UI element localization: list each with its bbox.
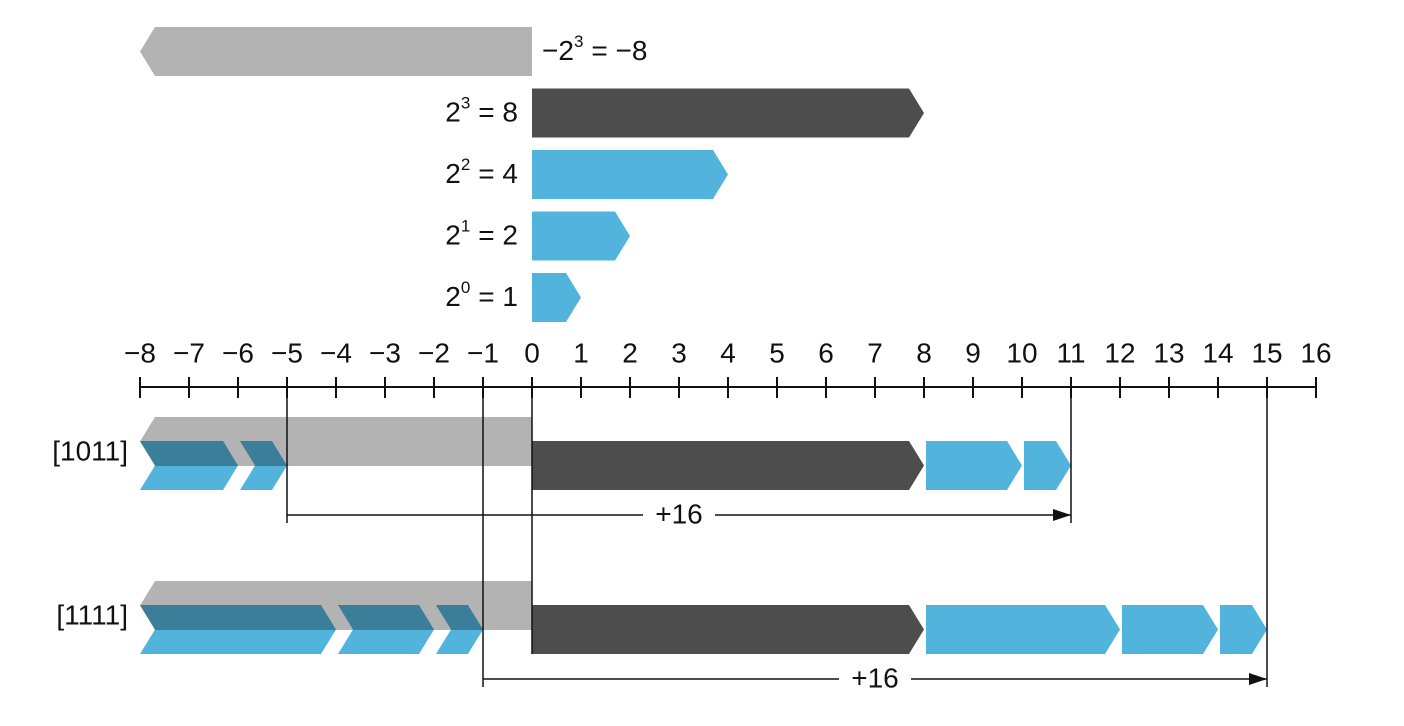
tick-label: 2 <box>622 337 638 368</box>
tick-label: 15 <box>1251 337 1282 368</box>
bit-arrow <box>926 605 1120 654</box>
tick-label: −3 <box>369 337 401 368</box>
tick-label: −4 <box>320 337 352 368</box>
row-label: [1011] <box>52 435 128 466</box>
tick-label: 9 <box>965 337 981 368</box>
bit-arrow <box>1220 605 1267 654</box>
tick-label: 5 <box>769 337 785 368</box>
weight-exponent: 1 <box>461 217 470 236</box>
negative-arrow <box>140 417 532 466</box>
weight-exponent: 3 <box>461 94 470 113</box>
tick-label: −5 <box>271 337 303 368</box>
weight-arrow <box>140 27 532 76</box>
shift-label-bg <box>839 663 911 695</box>
tick-label: −1 <box>467 337 499 368</box>
tick-label: 8 <box>916 337 932 368</box>
row-label: [1111] <box>56 599 128 630</box>
tick-label: 0 <box>524 337 540 368</box>
tick-label: 6 <box>818 337 834 368</box>
weight-result: = −8 <box>591 35 647 66</box>
weight-label: 21 = 2 <box>445 217 518 251</box>
weight-base: 2 <box>445 158 461 189</box>
weight-result: = 1 <box>478 281 518 312</box>
weight-result: = 2 <box>478 220 518 251</box>
weight-result: = 4 <box>478 158 518 189</box>
weight-label: 20 = 1 <box>445 278 518 312</box>
tick-label: 4 <box>720 337 736 368</box>
weight-result: = 8 <box>478 97 518 128</box>
tick-label: −8 <box>124 337 156 368</box>
weight-label: 22 = 4 <box>445 155 518 189</box>
weight-label: −23 = −8 <box>542 32 647 66</box>
weight-label: 23 = 8 <box>445 94 518 128</box>
tick-label: 10 <box>1006 337 1037 368</box>
tick-label: 13 <box>1153 337 1184 368</box>
bit-arrow <box>1024 441 1071 490</box>
msb-arrow <box>532 605 924 654</box>
shift-label: +16 <box>655 498 703 529</box>
weight-exponent: 0 <box>461 278 470 297</box>
tick-label: 1 <box>573 337 589 368</box>
weight-exponent: 2 <box>461 155 470 174</box>
weight-arrow <box>532 88 924 138</box>
tick-label: −2 <box>418 337 450 368</box>
weight-base: 2 <box>445 281 461 312</box>
weight-base: −2 <box>542 35 574 66</box>
bit-arrow <box>926 441 1022 490</box>
tick-label: −6 <box>222 337 254 368</box>
tick-label: −7 <box>173 337 205 368</box>
weight-base: 2 <box>445 97 461 128</box>
weight-arrow <box>532 211 630 261</box>
bit-arrow <box>1122 605 1218 654</box>
weight-arrow <box>532 273 581 322</box>
tick-label: 7 <box>867 337 883 368</box>
tick-label: 11 <box>1056 337 1085 368</box>
tick-label: 12 <box>1104 337 1135 368</box>
shift-label-bg <box>643 499 715 531</box>
weight-exponent: 3 <box>574 32 583 51</box>
tick-label: 3 <box>671 337 687 368</box>
msb-arrow <box>532 441 924 490</box>
tick-label: 16 <box>1300 337 1331 368</box>
shift-label: +16 <box>851 662 899 693</box>
weight-arrow <box>532 150 728 199</box>
tick-label: 14 <box>1202 337 1233 368</box>
negative-arrow <box>140 581 532 630</box>
weight-base: 2 <box>445 220 461 251</box>
